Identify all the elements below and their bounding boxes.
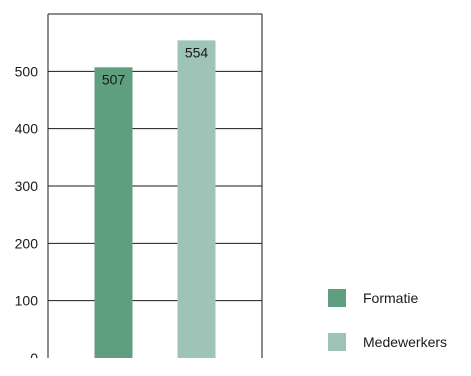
legend-item-medewerkers: Medewerkers (328, 332, 447, 352)
bar-medewerkers (177, 40, 216, 358)
bar-formatie (94, 67, 133, 358)
legend-swatch-medewerkers (328, 333, 346, 351)
data-label-medewerkers: 554 (185, 44, 209, 60)
data-labels: 507 554 (102, 44, 209, 87)
bar-chart: 0 100 200 300 400 500 507 554 (15, 13, 263, 358)
y-axis-ticks: 0 100 200 300 400 500 (15, 63, 39, 358)
y-tick-label-200: 200 (15, 235, 39, 251)
legend-swatch-formatie (328, 289, 346, 307)
legend: Formatie Medewerkers (328, 288, 447, 376)
legend-label-medewerkers: Medewerkers (363, 334, 448, 350)
y-tick-label-400: 400 (15, 121, 39, 137)
y-tick-label-300: 300 (15, 178, 39, 194)
bars (94, 40, 216, 358)
plot-frame (47, 13, 263, 358)
legend-item-formatie: Formatie (328, 288, 447, 308)
y-tick-label-0: 0 (30, 350, 38, 358)
y-tick-label-500: 500 (15, 63, 39, 79)
grid-lines (48, 70, 262, 302)
legend-label-formatie: Formatie (363, 290, 419, 306)
y-tick-label-100: 100 (15, 293, 39, 309)
data-label-formatie: 507 (102, 71, 126, 87)
